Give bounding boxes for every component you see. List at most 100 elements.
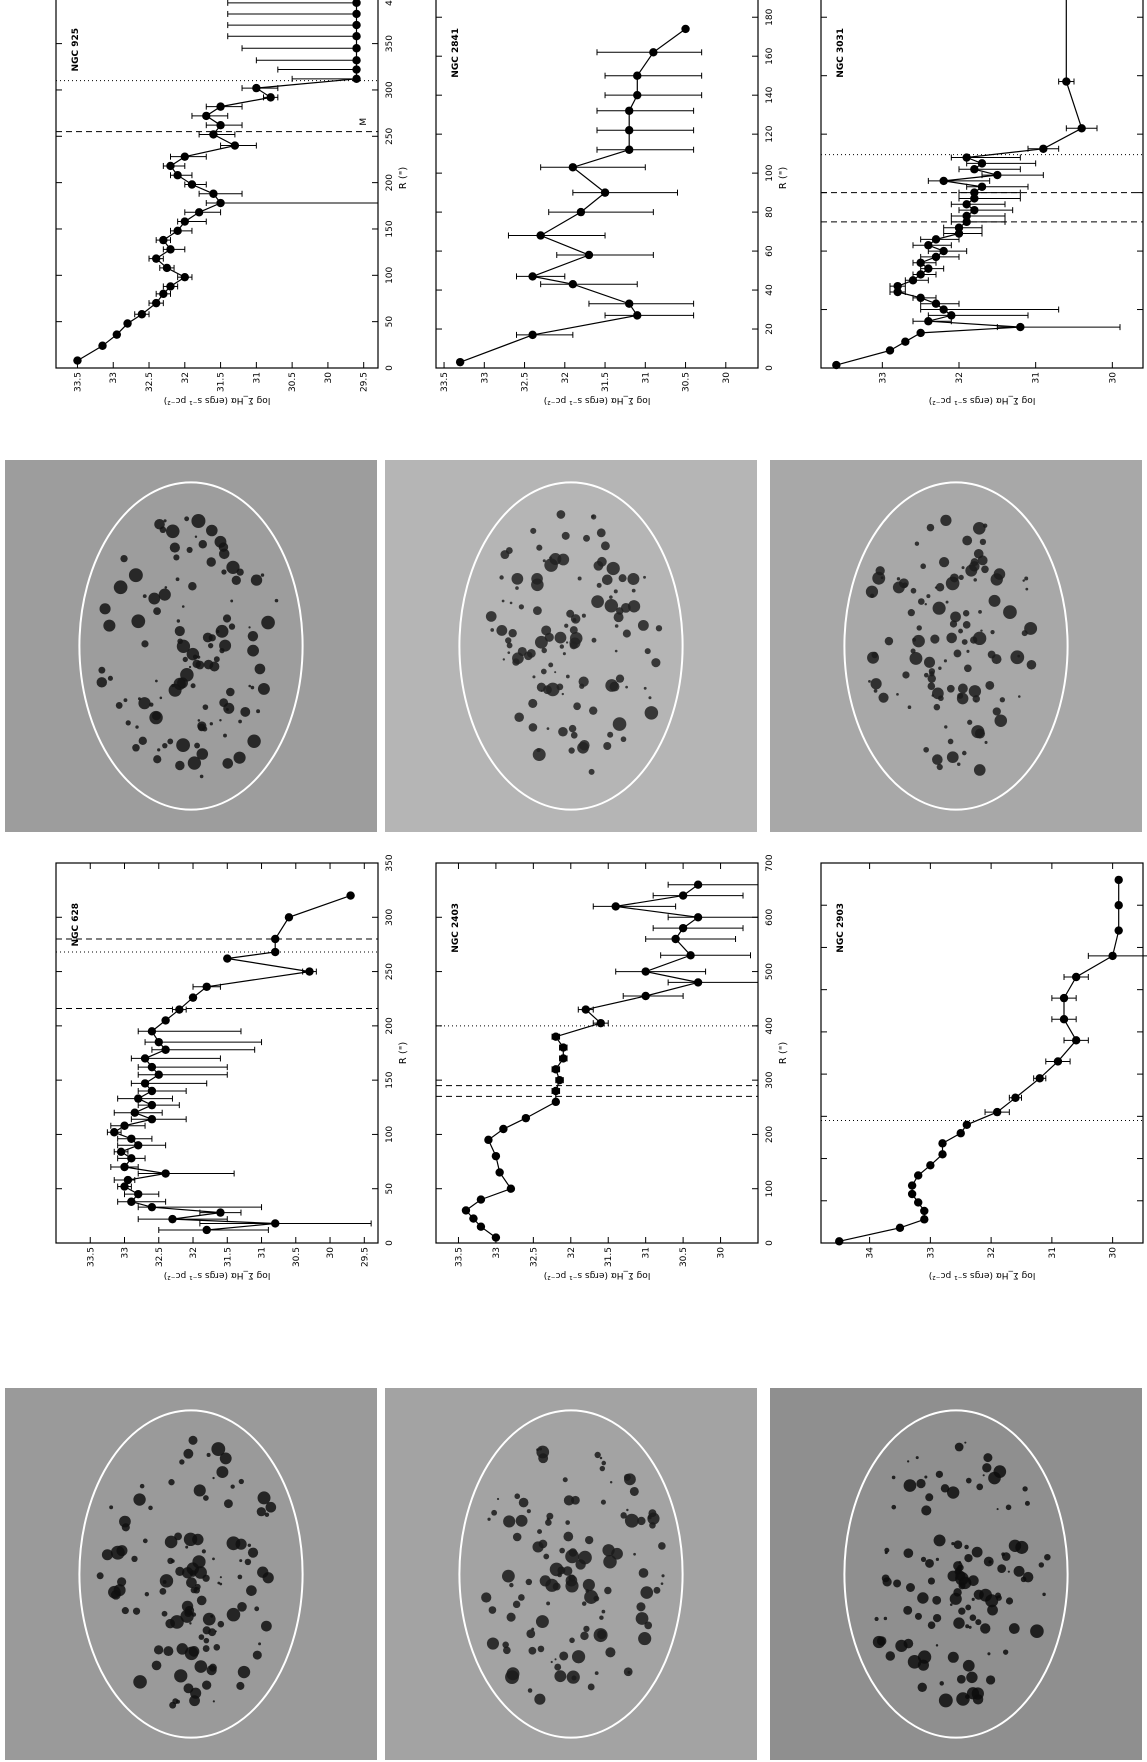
img-ngc628-hii-region — [183, 1448, 194, 1459]
img-ngc628-hii-region — [180, 1609, 194, 1623]
img-ngc925-hii-region — [248, 684, 252, 688]
ngc628-xtick-label: 300 — [385, 908, 395, 925]
img-ngc2903-hii-region — [925, 1558, 934, 1568]
img-ngc2903-hii-region — [874, 1616, 879, 1622]
ngc2403-xtick-label: 700 — [765, 854, 775, 871]
ngc925-xtick-label: 300 — [385, 81, 395, 98]
img-ngc2403-hii-region — [629, 1486, 639, 1496]
img-ngc2403-hii-region — [593, 1595, 600, 1602]
img-ngc925-hii-region — [202, 704, 209, 710]
ngc2841-data-point — [576, 207, 586, 217]
img-ngc2841-hii-region — [512, 658, 520, 666]
img-ngc2403-hii-region — [538, 1453, 549, 1464]
img-ngc2403-hii-region — [594, 1671, 599, 1676]
ngc925-data-point — [266, 93, 275, 102]
img-ngc925-hii-region — [194, 535, 198, 538]
ngc2403-data-point — [671, 934, 680, 944]
img-ngc925-hii-region — [257, 682, 270, 695]
img-ngc2903-hii-region — [1022, 1486, 1028, 1492]
ngc2403-title: NGC 2403 — [451, 903, 461, 953]
img-ngc925-hii-region — [159, 526, 167, 534]
ngc925-title: NGC 925 — [71, 28, 81, 71]
img-ngc628-hii-region — [219, 1582, 223, 1586]
img-ngc2841-hii-region — [637, 619, 649, 631]
ngc2403-data-point — [641, 991, 650, 1001]
ngc628-data-point — [202, 982, 211, 991]
ngc2841-title: NGC 2841 — [451, 28, 461, 78]
ngc628-data-point — [134, 1189, 143, 1199]
img-ngc2903-hii-region — [983, 1453, 993, 1463]
img-ngc2903-hii-region — [973, 1589, 984, 1600]
ngc2841-ytick-label: 31 — [641, 372, 651, 383]
img-ngc3031-background — [770, 460, 1142, 832]
img-ngc2841-hii-region — [536, 544, 543, 551]
img-ngc2841-hii-region — [596, 582, 602, 588]
ngc2841-xtick-label: 120 — [765, 125, 775, 142]
img-ngc3031-hii-region — [880, 576, 884, 580]
img-ngc628-hii-region — [168, 1479, 175, 1486]
img-ngc925-hii-region — [131, 614, 146, 629]
ngc3031-data-point — [947, 311, 956, 320]
img-ngc628-hii-region — [190, 1586, 198, 1594]
img-ngc628-hii-region — [131, 1555, 138, 1563]
ngc3031-ytick-label: 33 — [878, 372, 888, 383]
img-ngc925-hii-region — [113, 580, 128, 595]
ngc925-annotation: M — [359, 118, 369, 126]
img-ngc925-hii-region — [230, 599, 234, 603]
img-ngc628-hii-region — [262, 1572, 274, 1584]
ngc2841-data-point — [649, 48, 658, 57]
img-ngc2841-hii-region — [500, 550, 510, 560]
img-ngc628-aperture-ellipse — [78, 1409, 304, 1739]
img-ngc925-hii-region — [181, 605, 185, 608]
ngc3031-data-point — [916, 258, 925, 267]
img-ngc2841-hii-region — [541, 647, 547, 654]
img-ngc2841-hii-region — [631, 588, 636, 593]
ngc2841-data-point — [625, 145, 634, 154]
img-ngc3031-hii-region — [1010, 650, 1025, 665]
img-ngc628-hii-region — [246, 1585, 257, 1596]
img-ngc925-hii-region — [196, 748, 209, 760]
img-ngc2403-hii-region — [626, 1508, 629, 1512]
ngc628-data-point — [202, 1225, 211, 1235]
img-ngc628-hii-region — [254, 1606, 260, 1612]
img-ngc925-hii-region — [238, 719, 242, 724]
img-ngc3031-hii-region — [946, 632, 957, 644]
img-ngc2403-hii-region — [637, 1516, 646, 1526]
ngc2903-data-point — [907, 1189, 917, 1199]
ngc2403-data-point — [678, 923, 688, 933]
img-ngc2403-hii-region — [486, 1637, 500, 1650]
img-ngc3031-hii-region — [973, 548, 984, 559]
img-ngc628-hii-region — [202, 1645, 210, 1652]
img-ngc2903-hii-region — [1038, 1562, 1045, 1568]
img-ngc2841-hii-region — [625, 685, 628, 689]
ngc628-ytick-label: 29.5 — [360, 1247, 370, 1267]
img-ngc2903-hii-region — [920, 1556, 927, 1562]
img-ngc2841-hii-region — [607, 731, 614, 738]
img-ngc628-hii-region — [165, 1618, 175, 1629]
img-ngc3031-hii-region — [944, 725, 948, 729]
ngc2841-ytick-label: 33 — [480, 372, 490, 383]
ngc2903-ytick-label: 33 — [926, 1247, 936, 1258]
ngc3031-data-point — [962, 200, 971, 209]
img-ngc628-hii-region — [194, 1660, 208, 1673]
img-ngc3031-hii-region — [981, 565, 989, 574]
img-ngc628-hii-region — [167, 1557, 174, 1565]
img-ngc2403-hii-region — [537, 1529, 542, 1535]
ngc925-ytick-label: 30 — [324, 372, 334, 384]
img-ngc2841-hii-region — [618, 574, 627, 583]
img-ngc925-hii-region — [169, 542, 180, 553]
img-ngc3031-hii-region — [966, 649, 970, 653]
img-ngc2903-hii-region — [985, 1675, 996, 1685]
img-ngc628-hii-region — [202, 1680, 212, 1690]
img-ngc2403-hii-region — [527, 1688, 533, 1693]
img-ngc3031-hii-region — [962, 535, 973, 546]
ngc3031-data-point — [962, 211, 971, 221]
img-ngc2403-hii-region — [509, 1582, 514, 1588]
ngc628-data-point — [120, 1121, 129, 1130]
ngc925-data-point — [230, 141, 240, 150]
ngc925-data-point — [180, 272, 190, 282]
img-ngc3031-hii-region — [865, 585, 879, 598]
img-ngc2403-panel — [385, 1388, 757, 1760]
ngc2841-ytick-label: 32 — [561, 372, 571, 383]
